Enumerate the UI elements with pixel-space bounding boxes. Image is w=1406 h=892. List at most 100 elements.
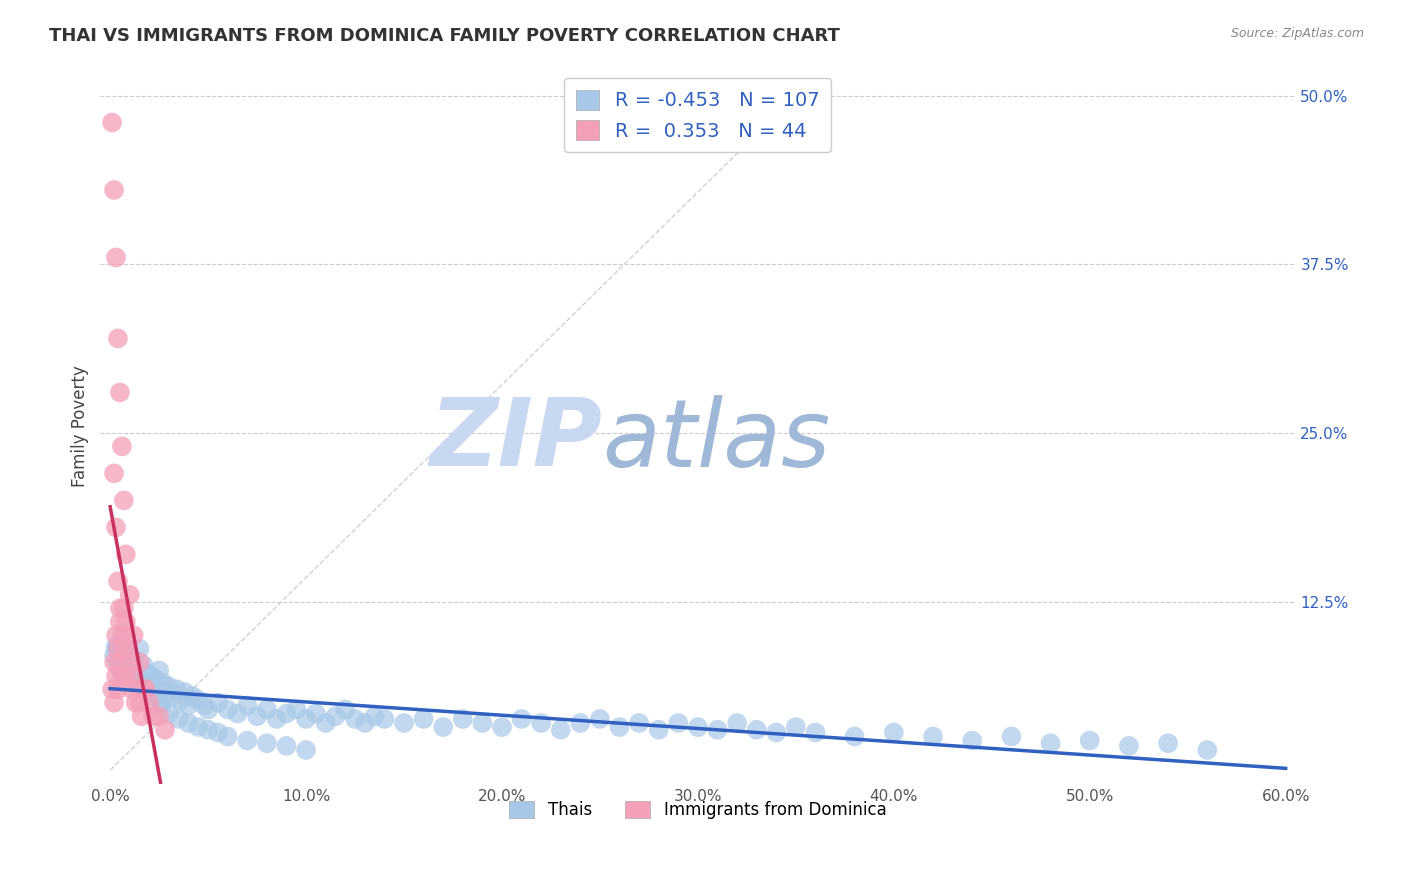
Immigrants from Dominica xyxy=(134,682,156,697)
Thais xyxy=(785,720,807,734)
Thais xyxy=(491,720,513,734)
Thais xyxy=(173,685,195,699)
Thais xyxy=(117,657,139,672)
Thais xyxy=(1118,739,1140,753)
Immigrants from Dominica xyxy=(105,520,128,534)
Immigrants from Dominica xyxy=(105,251,128,265)
Thais xyxy=(108,662,131,676)
Text: THAI VS IMMIGRANTS FROM DOMINICA FAMILY POVERTY CORRELATION CHART: THAI VS IMMIGRANTS FROM DOMINICA FAMILY … xyxy=(49,27,841,45)
Thais xyxy=(150,696,173,710)
Thais xyxy=(305,706,328,721)
Immigrants from Dominica xyxy=(111,439,134,453)
Thais xyxy=(187,720,209,734)
Immigrants from Dominica xyxy=(108,615,131,629)
Thais xyxy=(745,723,768,737)
Immigrants from Dominica xyxy=(108,655,131,669)
Thais xyxy=(550,723,572,737)
Thais xyxy=(134,685,156,699)
Thais xyxy=(177,716,200,731)
Thais xyxy=(197,723,219,737)
Thais xyxy=(285,702,308,716)
Thais xyxy=(246,709,269,723)
Thais xyxy=(315,716,337,731)
Thais xyxy=(960,733,983,747)
Thais xyxy=(136,666,159,681)
Thais xyxy=(1157,736,1180,750)
Immigrants from Dominica xyxy=(114,615,136,629)
Thais xyxy=(117,657,139,672)
Immigrants from Dominica xyxy=(117,641,139,656)
Thais xyxy=(142,689,165,703)
Thais xyxy=(146,689,169,703)
Thais xyxy=(105,641,128,656)
Immigrants from Dominica xyxy=(107,682,129,697)
Thais xyxy=(335,702,357,716)
Thais xyxy=(412,712,434,726)
Thais xyxy=(111,635,134,649)
Immigrants from Dominica xyxy=(111,628,134,642)
Immigrants from Dominica xyxy=(105,669,128,683)
Thais xyxy=(373,712,395,726)
Thais xyxy=(226,706,249,721)
Immigrants from Dominica xyxy=(134,682,156,697)
Thais xyxy=(804,725,827,739)
Thais xyxy=(122,666,145,681)
Thais xyxy=(153,685,176,699)
Thais xyxy=(141,669,163,683)
Thais xyxy=(295,712,318,726)
Immigrants from Dominica xyxy=(148,709,170,723)
Thais xyxy=(510,712,533,726)
Text: atlas: atlas xyxy=(602,395,831,486)
Thais xyxy=(648,723,671,737)
Thais xyxy=(569,716,592,731)
Thais xyxy=(530,716,553,731)
Thais xyxy=(666,716,689,731)
Thais xyxy=(167,712,190,726)
Thais xyxy=(1000,730,1022,744)
Thais xyxy=(128,641,150,656)
Thais xyxy=(883,725,905,739)
Y-axis label: Family Poverty: Family Poverty xyxy=(72,365,89,487)
Immigrants from Dominica xyxy=(128,696,150,710)
Thais xyxy=(844,730,866,744)
Thais xyxy=(152,675,174,690)
Thais xyxy=(725,716,748,731)
Thais xyxy=(187,693,209,707)
Immigrants from Dominica xyxy=(101,682,124,697)
Thais xyxy=(177,698,200,713)
Thais xyxy=(1197,743,1219,757)
Thais xyxy=(344,712,367,726)
Thais xyxy=(217,702,239,716)
Thais xyxy=(105,639,128,653)
Immigrants from Dominica xyxy=(105,628,128,642)
Thais xyxy=(142,682,165,697)
Immigrants from Dominica xyxy=(122,669,145,683)
Immigrants from Dominica xyxy=(118,588,141,602)
Thais xyxy=(1039,736,1062,750)
Legend: Thais, Immigrants from Dominica: Thais, Immigrants from Dominica xyxy=(503,794,893,825)
Immigrants from Dominica xyxy=(107,331,129,345)
Thais xyxy=(207,696,229,710)
Thais xyxy=(217,730,239,744)
Thais xyxy=(266,712,288,726)
Thais xyxy=(706,723,728,737)
Immigrants from Dominica xyxy=(108,601,131,615)
Thais xyxy=(138,677,160,691)
Text: Source: ZipAtlas.com: Source: ZipAtlas.com xyxy=(1230,27,1364,40)
Immigrants from Dominica xyxy=(122,628,145,642)
Immigrants from Dominica xyxy=(114,669,136,683)
Thais xyxy=(686,720,709,734)
Thais xyxy=(134,682,156,697)
Immigrants from Dominica xyxy=(103,655,125,669)
Thais xyxy=(451,712,474,726)
Immigrants from Dominica xyxy=(153,723,176,737)
Thais xyxy=(353,716,375,731)
Immigrants from Dominica xyxy=(108,385,131,400)
Immigrants from Dominica xyxy=(107,641,129,656)
Thais xyxy=(122,652,145,666)
Thais xyxy=(471,716,494,731)
Immigrants from Dominica xyxy=(112,493,135,508)
Thais xyxy=(609,720,631,734)
Immigrants from Dominica xyxy=(131,709,153,723)
Immigrants from Dominica xyxy=(118,655,141,669)
